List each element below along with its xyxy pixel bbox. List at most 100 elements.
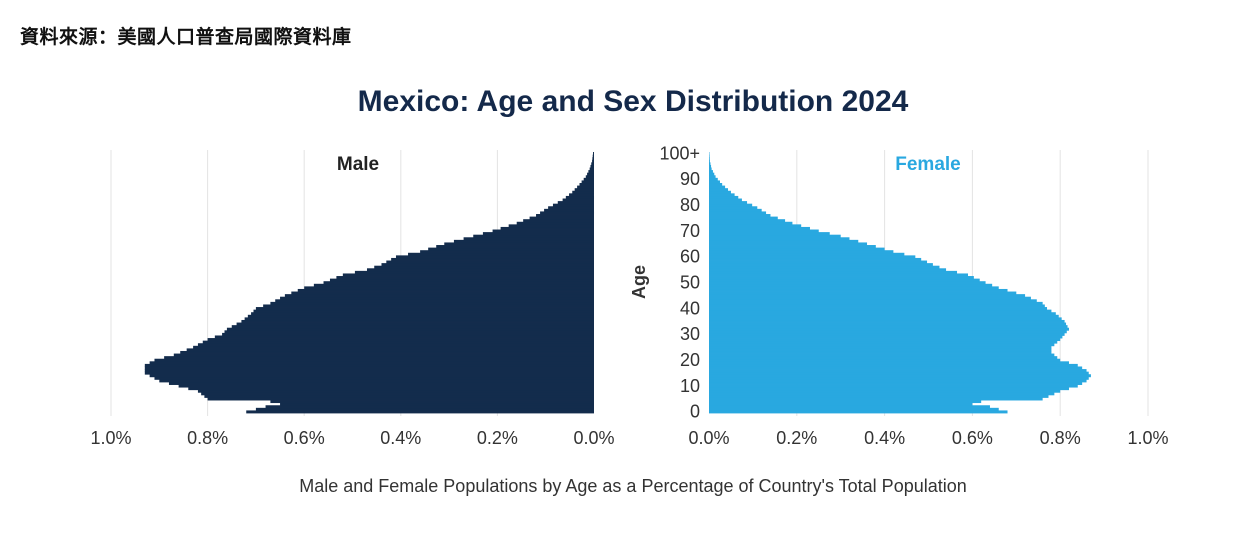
female-bar	[709, 260, 928, 264]
male-bar	[574, 188, 594, 192]
legend-male: Male	[337, 154, 379, 175]
female-bar	[709, 345, 1052, 349]
female-bar	[709, 299, 1037, 303]
female-bar	[709, 407, 999, 411]
female-bar	[709, 384, 1078, 388]
female-x-tick-label: 0.6%	[952, 428, 993, 448]
female-bar	[709, 239, 859, 243]
male-bar	[585, 175, 594, 179]
female-bar	[709, 309, 1052, 313]
male-x-tick-label: 0.0%	[573, 428, 614, 448]
female-x-tick-label: 0.0%	[688, 428, 729, 448]
age-tick-label: 80	[680, 195, 700, 215]
female-bar	[709, 195, 739, 199]
female-bar	[709, 410, 1008, 414]
male-bar	[149, 374, 594, 378]
female-bar	[709, 379, 1087, 383]
female-bar	[709, 369, 1087, 373]
age-tick-label: 60	[680, 247, 700, 267]
male-bar	[500, 226, 594, 230]
male-bar	[313, 283, 594, 287]
male-bar	[587, 172, 594, 176]
female-bar	[709, 263, 933, 267]
male-bar	[154, 376, 594, 380]
male-bar	[591, 162, 594, 166]
male-bar	[386, 260, 594, 264]
male-bar	[265, 405, 594, 409]
chart-title: Mexico: Age and Sex Distribution 2024	[357, 85, 909, 118]
female-bar	[709, 190, 731, 194]
female-bar	[709, 374, 1091, 378]
male-bar	[395, 255, 594, 259]
female-bar	[709, 198, 742, 202]
male-bar	[255, 407, 594, 411]
male-bar	[168, 381, 594, 385]
female-bar	[709, 281, 986, 285]
female-bar	[709, 201, 748, 205]
age-tick-label: 100+	[659, 143, 700, 163]
male-bar	[323, 281, 594, 285]
female-bar	[709, 394, 1049, 398]
male-bar	[544, 208, 594, 212]
male-bar	[291, 291, 594, 295]
male-bar	[453, 239, 594, 243]
female-bar	[709, 188, 729, 192]
female-bar	[709, 363, 1078, 367]
male-bar	[173, 353, 595, 357]
age-tick-label: 30	[680, 324, 700, 344]
male-bar	[197, 343, 594, 347]
female-bar	[709, 252, 905, 256]
female-bar	[709, 317, 1062, 321]
female-bar	[709, 255, 916, 259]
female-bar	[709, 170, 713, 174]
male-bar	[207, 338, 594, 342]
male-bar	[144, 363, 594, 367]
male-bar	[579, 183, 594, 186]
female-bar	[709, 247, 885, 251]
age-tick-label: 10	[680, 376, 700, 396]
female-x-tick-label: 1.0%	[1127, 428, 1168, 448]
male-bar	[408, 252, 594, 256]
female-bar	[709, 350, 1052, 354]
age-tick-label: 70	[680, 221, 700, 241]
male-bar	[565, 195, 595, 199]
male-bar	[226, 327, 595, 331]
female-bar	[709, 366, 1083, 370]
legend-female: Female	[895, 154, 960, 175]
male-bar	[144, 371, 594, 375]
female-bar	[709, 405, 990, 409]
male-bar	[592, 159, 594, 163]
male-bars	[144, 152, 595, 414]
male-x-tick-label: 1.0%	[90, 428, 131, 448]
male-bar	[548, 206, 594, 210]
y-axis-title: Age	[629, 265, 649, 299]
male-bar	[329, 278, 594, 282]
male-bar	[436, 245, 594, 249]
female-bar	[709, 250, 894, 254]
female-bar	[709, 348, 1052, 352]
female-x-tick-label: 0.2%	[776, 428, 817, 448]
female-bar	[709, 232, 830, 236]
female-bar	[709, 224, 802, 228]
female-bar	[709, 268, 947, 272]
female-bar	[709, 338, 1061, 342]
male-bar	[444, 242, 594, 246]
male-bar	[572, 190, 594, 194]
female-bar	[709, 278, 980, 282]
female-bar	[709, 397, 1043, 401]
female-bar	[709, 229, 819, 233]
male-bar	[482, 232, 594, 236]
male-bar	[529, 216, 594, 220]
female-bar	[709, 283, 993, 287]
male-bar	[186, 348, 595, 352]
female-bar	[709, 177, 718, 181]
female-bar	[709, 371, 1089, 375]
male-x-tick-label: 0.6%	[284, 428, 325, 448]
male-bar	[178, 384, 594, 388]
male-bar	[428, 247, 594, 251]
female-bar	[709, 307, 1048, 311]
male-bar	[247, 314, 594, 318]
male-bar	[569, 193, 594, 197]
female-bar	[709, 242, 868, 246]
